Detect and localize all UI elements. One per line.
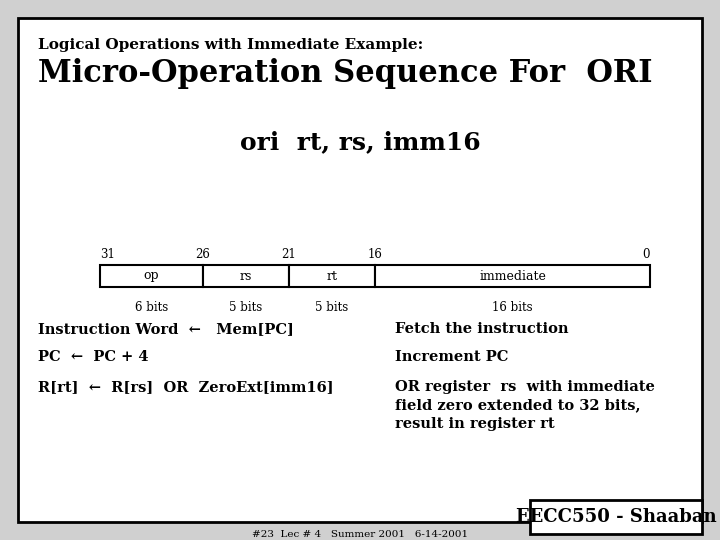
Text: 16: 16 [368,248,382,261]
Bar [203,265,289,287]
Text: 5 bits: 5 bits [315,301,348,314]
Text: Logical Operations with Immediate Example:: Logical Operations with Immediate Exampl… [38,38,423,52]
Text: 26: 26 [196,248,210,261]
Text: 21: 21 [282,248,297,261]
Text: EECC550 - Shaaban: EECC550 - Shaaban [516,508,716,526]
Bar [375,265,650,287]
Bar [100,265,203,287]
Text: 0: 0 [642,248,650,261]
Text: 5 bits: 5 bits [230,301,263,314]
Text: 31: 31 [100,248,115,261]
Text: OR register  rs  with immediate
field zero extended to 32 bits,
result in regist: OR register rs with immediate field zero… [395,380,655,431]
Text: Fetch the instruction: Fetch the instruction [395,322,569,336]
Text: Instruction Word  ←   Mem[PC]: Instruction Word ← Mem[PC] [38,322,294,336]
Text: #23  Lec # 4   Summer 2001   6-14-2001: #23 Lec # 4 Summer 2001 6-14-2001 [252,530,468,539]
Text: rs: rs [240,269,252,282]
Text: PC  ←  PC + 4: PC ← PC + 4 [38,350,148,364]
Bar [289,265,375,287]
Bar [530,500,702,534]
Text: R[rt]  ←  R[rs]  OR  ZeroExt[imm16]: R[rt] ← R[rs] OR ZeroExt[imm16] [38,380,333,394]
Text: 6 bits: 6 bits [135,301,168,314]
Text: rt: rt [327,269,338,282]
Text: ori  rt, rs, imm16: ori rt, rs, imm16 [240,130,480,154]
Text: op: op [144,269,159,282]
Text: 16 bits: 16 bits [492,301,533,314]
Text: Increment PC: Increment PC [395,350,508,364]
Text: immediate: immediate [479,269,546,282]
Text: Micro-Operation Sequence For  ORI: Micro-Operation Sequence For ORI [38,58,652,89]
